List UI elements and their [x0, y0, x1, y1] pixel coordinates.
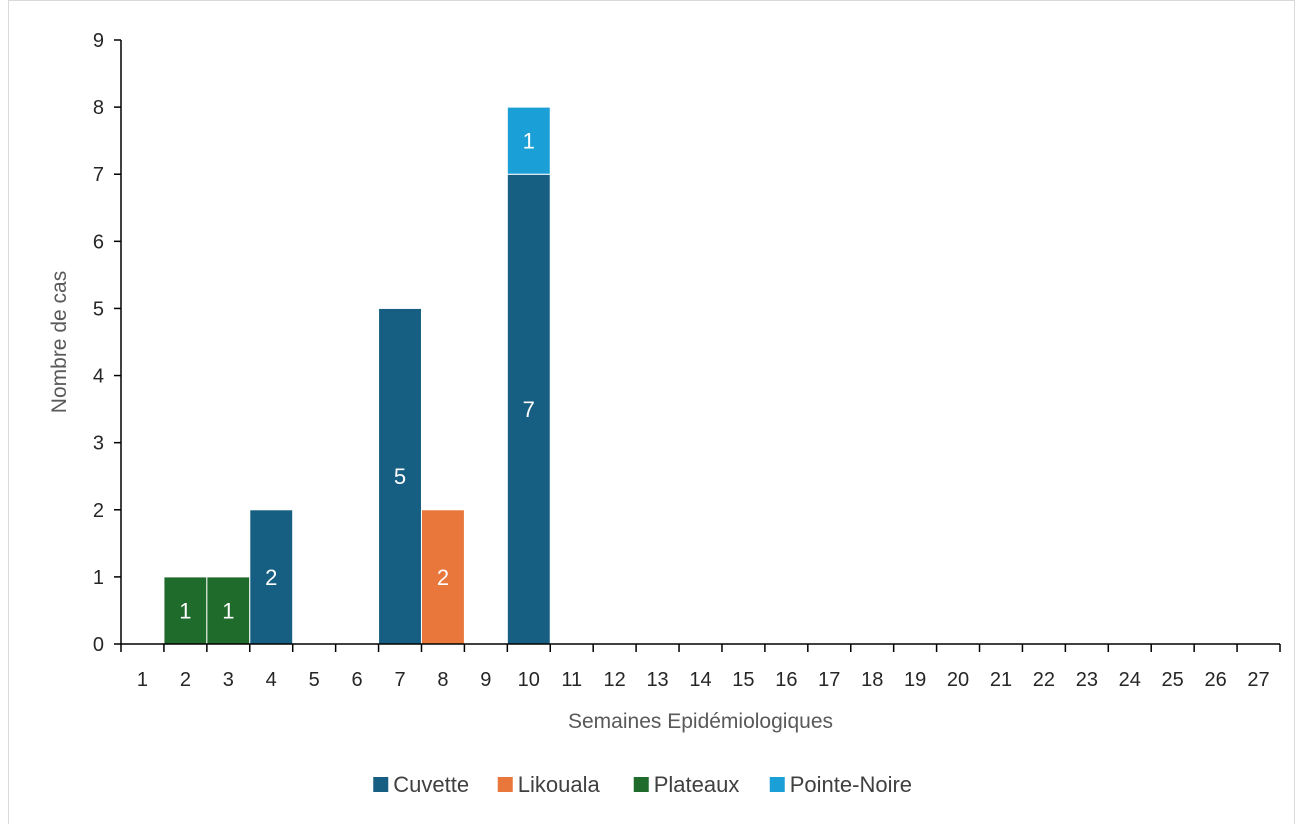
legend-swatch-likouala: [497, 777, 513, 792]
bar-likouala: [420, 509, 465, 645]
y-tick-label: 5: [93, 298, 104, 320]
x-tick-label: 24: [1119, 669, 1141, 691]
legend-swatch-cuvette: [373, 777, 389, 792]
data-labels-layer: 1 1 2 5 2 7 1: [179, 129, 535, 624]
legend: Cuvette Likouala Plateaux Pointe-Noire: [373, 772, 912, 797]
legend-swatch-pointe-noire: [769, 777, 785, 792]
legend-label-plateaux: Plateaux: [654, 772, 740, 797]
bars-layer: [163, 106, 551, 645]
x-tick-label: 25: [1162, 669, 1184, 691]
x-tick-label: 12: [604, 669, 626, 691]
data-label: 2: [265, 565, 277, 590]
chart-frame: [8, 0, 1295, 824]
bar-plateaux: [206, 576, 251, 645]
data-label: 1: [179, 598, 191, 623]
x-tick-label: 11: [561, 669, 582, 691]
x-tick-label: 16: [775, 669, 797, 691]
data-label: 1: [523, 129, 535, 154]
y-tick-label: 1: [93, 567, 104, 589]
x-tick-label: 23: [1076, 669, 1098, 691]
y-tick-label: 4: [93, 366, 104, 388]
y-axis-title: Nombre de cas: [48, 271, 71, 413]
y-tick-label: 0: [93, 634, 104, 656]
x-tick-label: 27: [1247, 669, 1269, 691]
x-tick-label: 14: [689, 669, 711, 691]
legend-label-cuvette: Cuvette: [393, 772, 469, 797]
bar-pointe-noire: [506, 106, 551, 175]
x-tick-label: 4: [266, 669, 277, 691]
x-tick-label: 13: [646, 669, 668, 691]
legend-swatch-plateaux: [633, 777, 649, 792]
x-tick-label: 20: [947, 669, 969, 691]
x-tick-label: 9: [480, 669, 491, 691]
x-tick-label: 3: [223, 669, 234, 691]
x-tick-label: 7: [394, 669, 405, 691]
y-tick-label: 3: [93, 433, 104, 455]
data-label: 7: [523, 397, 535, 422]
x-tick-label: 6: [352, 669, 363, 691]
x-ticks: 1 2 3 4 5 6 7 8 9 10 11 12 13 14 15 16 17 18 19 20 21 22 23 24 2…: [120, 644, 1281, 691]
bar-cuvette: [378, 307, 422, 645]
x-tick-label: 8: [437, 669, 448, 691]
legend-label-pointe-noire: Pointe-Noire: [790, 772, 912, 797]
x-tick-label: 10: [518, 669, 540, 691]
axes-layer: [120, 40, 1280, 645]
x-tick-label: 5: [309, 669, 320, 691]
bar-cuvette: [506, 173, 551, 645]
x-axis-title: Semaines Epidémiologiques: [568, 710, 833, 733]
x-tick-label: 1: [137, 669, 148, 691]
data-label: 1: [222, 598, 234, 623]
x-tick-label: 22: [1033, 669, 1055, 691]
x-tick-label: 26: [1204, 669, 1226, 691]
data-label: 2: [437, 565, 449, 590]
x-tick-label: 21: [990, 669, 1012, 691]
x-tick-label: 2: [180, 669, 191, 691]
data-label: 5: [394, 464, 406, 489]
y-ticks: 0 1 2 3 4 5 6 7 8 9: [93, 30, 121, 656]
x-tick-label: 15: [732, 669, 754, 691]
y-tick-label: 9: [93, 30, 104, 52]
x-tick-label: 19: [904, 669, 926, 691]
y-tick-label: 2: [93, 500, 104, 522]
y-tick-label: 8: [93, 97, 104, 119]
y-tick-label: 7: [93, 164, 104, 186]
y-tick-label: 6: [93, 231, 104, 253]
legend-label-likouala: Likouala: [518, 772, 601, 797]
x-tick-label: 17: [818, 669, 840, 691]
x-tick-label: 18: [861, 669, 883, 691]
